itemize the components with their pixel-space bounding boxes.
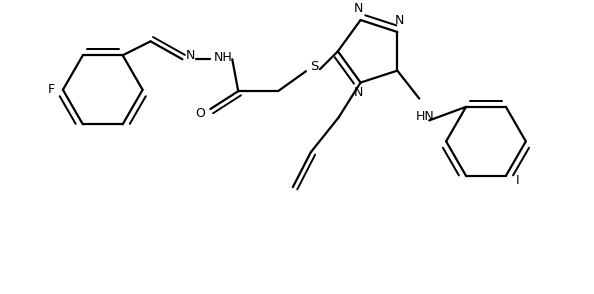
- Text: N: N: [394, 14, 404, 26]
- Text: N: N: [354, 86, 364, 99]
- Text: N: N: [354, 1, 364, 15]
- Text: O: O: [195, 106, 206, 120]
- Text: F: F: [48, 83, 55, 96]
- Text: NH: NH: [214, 51, 233, 64]
- Text: S: S: [309, 60, 318, 73]
- Text: N: N: [186, 49, 195, 62]
- Text: I: I: [516, 174, 520, 187]
- Text: HN: HN: [416, 110, 435, 123]
